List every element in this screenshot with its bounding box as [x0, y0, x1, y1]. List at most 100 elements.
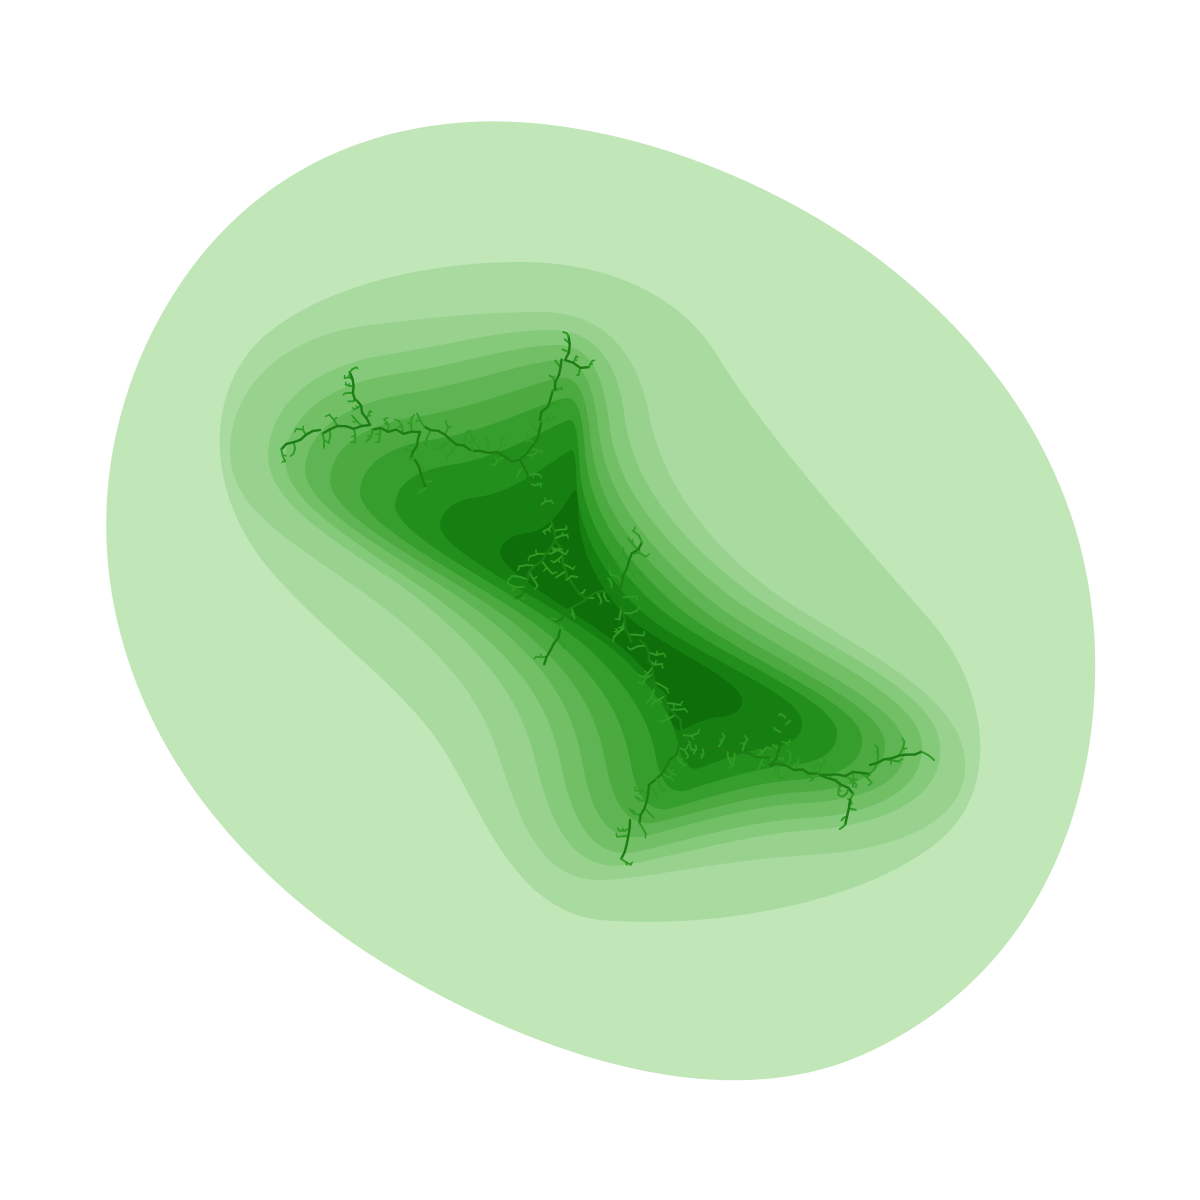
filament-segment [386, 428, 398, 433]
filament-segment [328, 413, 335, 421]
filament-segment [682, 734, 693, 737]
filament-segment [455, 443, 466, 447]
filament-segment [425, 444, 428, 449]
filament-segment [786, 743, 789, 746]
filament-segment [321, 428, 331, 435]
filament-segment [808, 772, 820, 775]
filament-segment [554, 359, 559, 365]
filament-segment [629, 609, 639, 615]
filament-segment [534, 575, 538, 579]
filament-segment [616, 827, 620, 831]
filament-segment [721, 732, 725, 736]
filament-segment [685, 756, 689, 760]
filament-segment [280, 442, 288, 451]
filament-segment [639, 806, 646, 817]
filament-segment [499, 437, 503, 447]
fractal-filaments [280, 331, 936, 866]
filament-segment [522, 578, 530, 589]
filament-segment [501, 444, 506, 447]
filament-segment [295, 427, 304, 431]
filament-segment [687, 738, 697, 745]
filament-segment [516, 567, 520, 572]
filament-segment [471, 438, 479, 446]
filament-segment [839, 789, 842, 792]
filament-segment [526, 474, 532, 485]
filament-segment [546, 516, 554, 525]
filament-segment [623, 626, 630, 636]
filament-segment [553, 571, 558, 574]
filament-segment [564, 570, 568, 581]
filament-segment [561, 562, 568, 573]
filament-segment [548, 374, 555, 380]
filament-segment [680, 700, 684, 704]
filament-segment [285, 441, 295, 446]
filament-segment [631, 571, 642, 574]
filament-segment [556, 403, 560, 407]
filament-segment [674, 713, 682, 722]
filament-segment [685, 747, 689, 750]
filament-segment [644, 644, 650, 654]
filament-segment [577, 598, 587, 606]
filament-segment [446, 457, 450, 461]
filament-segment [526, 431, 529, 434]
filament-segment [538, 410, 543, 422]
filament-segment [572, 361, 582, 370]
filament-segment [761, 763, 765, 767]
filament-segment [818, 773, 829, 780]
filament-segment [666, 690, 670, 694]
filament-segment [572, 611, 576, 620]
filament-segment [530, 490, 540, 499]
filament-segment [927, 754, 936, 761]
filament-segment [637, 541, 644, 551]
filament-segment [431, 478, 434, 482]
filament-segment [860, 771, 871, 776]
filament-segment [630, 645, 639, 651]
filament-segment [744, 735, 747, 739]
filament-segment [292, 438, 302, 444]
filament-segment [883, 757, 894, 761]
filament-segment [778, 731, 784, 742]
filament-segment [416, 491, 420, 494]
filament-segment [334, 416, 338, 420]
filament-segment [446, 449, 454, 457]
filament-segment [627, 537, 634, 546]
filament-segment [718, 738, 722, 741]
filament-segment [552, 529, 557, 540]
filament-segment [321, 432, 325, 442]
filament-segment [422, 479, 428, 489]
filament-segment [652, 697, 656, 701]
filament-segment [543, 655, 548, 666]
filament-segment [540, 560, 548, 569]
filament-segment [532, 473, 541, 476]
filament-segment [627, 826, 631, 838]
filament-segment [573, 565, 576, 569]
filament-segment [809, 779, 813, 782]
filament-segment [570, 612, 573, 616]
filament-segment [384, 422, 388, 425]
filament-segment [281, 454, 287, 463]
filament-segment [620, 573, 625, 584]
filament-segment [768, 757, 778, 767]
filament-segment [620, 595, 631, 599]
filament-segment [867, 783, 872, 786]
filament-segment [360, 423, 372, 428]
filament-segment [805, 775, 808, 779]
filament-segment [552, 549, 556, 552]
filament-segment [371, 426, 382, 431]
filament-segment [487, 450, 499, 455]
filament-segment [806, 773, 815, 780]
filament-segment [638, 638, 647, 647]
filament-segment [557, 366, 562, 377]
filament-segment [731, 758, 736, 768]
filament-segment [709, 745, 721, 749]
filament-segment [826, 776, 836, 782]
filament-segment [646, 783, 651, 795]
filament-segment [551, 501, 554, 505]
filament-segment [550, 559, 554, 563]
filament-segment [356, 366, 359, 370]
filament-segment [395, 428, 405, 435]
filament-segment [543, 531, 546, 535]
filament-segment [451, 443, 458, 452]
